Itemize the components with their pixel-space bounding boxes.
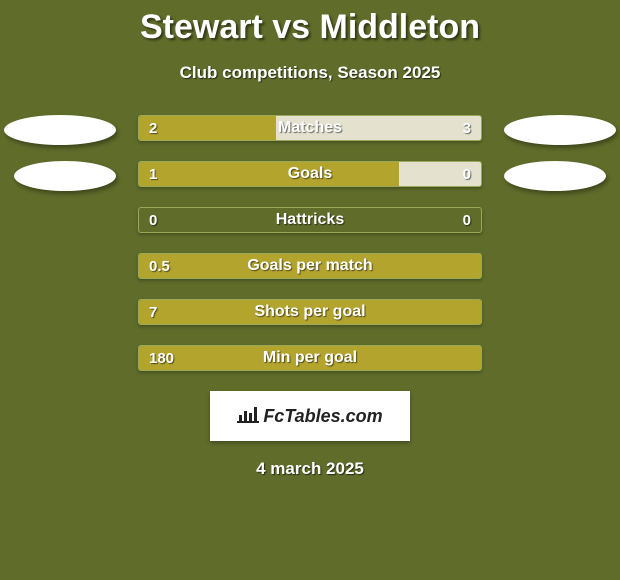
page-title: Stewart vs Middleton — [0, 0, 620, 47]
bar-value-left: 0 — [139, 208, 167, 232]
bar-label: Goals — [139, 162, 481, 186]
bar-value-right — [461, 346, 481, 370]
bars-group: 23Matches10Goals00Hattricks0.5Goals per … — [138, 115, 482, 371]
stat-row: 0.5Goals per match — [138, 253, 482, 279]
stat-row: 180Min per goal — [138, 345, 482, 371]
bar-value-left: 180 — [139, 346, 184, 370]
bar-value-right — [461, 254, 481, 278]
stat-row: 2 3Matches — [138, 115, 482, 141]
stat-row: 0 0Hattricks — [138, 207, 482, 233]
page-subtitle: Club competitions, Season 2025 — [0, 63, 620, 83]
player-photo-left-1 — [4, 115, 116, 145]
bar-value-right: 0 — [453, 162, 481, 186]
bar-label: Min per goal — [139, 346, 481, 370]
bar-value-left: 7 — [139, 300, 167, 324]
logo: FcTables.com — [237, 405, 382, 428]
player-photo-left-2 — [14, 161, 116, 191]
bar-chart-icon — [237, 405, 259, 428]
bar-value-right: 0 — [453, 208, 481, 232]
logo-box: FcTables.com — [210, 391, 410, 441]
bar-value-left: 1 — [139, 162, 167, 186]
logo-text-label: FcTables.com — [263, 406, 382, 427]
date-label: 4 march 2025 — [0, 459, 620, 479]
player-photo-right-2 — [504, 161, 606, 191]
bar-label: Goals per match — [139, 254, 481, 278]
stat-row: 1 0Goals — [138, 161, 482, 187]
stat-row: 7Shots per goal — [138, 299, 482, 325]
player-photo-right-1 — [504, 115, 616, 145]
bar-value-left: 2 — [139, 116, 167, 140]
bar-value-left: 0.5 — [139, 254, 180, 278]
bar-label: Hattricks — [139, 208, 481, 232]
bar-value-right — [461, 300, 481, 324]
bar-value-right: 3 — [453, 116, 481, 140]
stats-container: 23Matches10Goals00Hattricks0.5Goals per … — [0, 115, 620, 371]
bar-label: Shots per goal — [139, 300, 481, 324]
bar-label: Matches — [139, 116, 481, 140]
